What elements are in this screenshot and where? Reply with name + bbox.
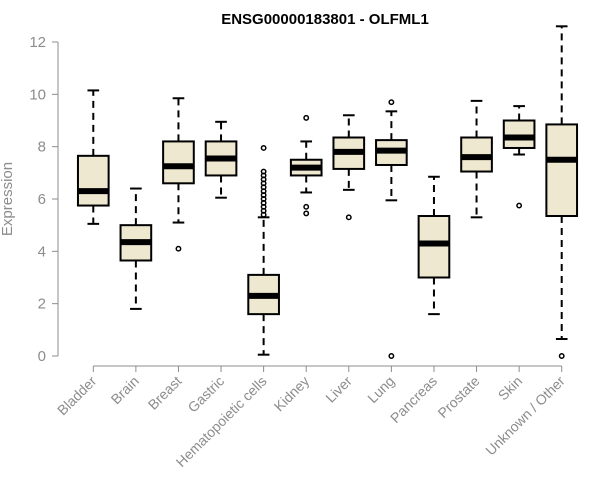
box-bladder <box>76 89 110 225</box>
box-gastric <box>204 120 238 199</box>
x-tick-label: Liver <box>322 373 355 406</box>
x-tick-label: Unknown / Other <box>482 373 568 459</box>
outlier-point <box>388 99 395 106</box>
iqr-box <box>162 140 195 185</box>
box-hematopoietic-cells <box>247 145 280 356</box>
x-tick-label: Pancreas <box>387 373 440 426</box>
outlier-point <box>175 245 182 252</box>
plot-area <box>76 25 579 359</box>
box-unknown-other <box>545 25 579 359</box>
x-tick-label: Bladder <box>54 373 100 419</box>
y-axis-label: Expression <box>0 162 16 236</box>
box-kidney <box>289 114 323 217</box>
y-tick-label: 8 <box>38 139 46 156</box>
x-tick-label: Breast <box>145 373 185 413</box>
y-tick-label: 10 <box>29 86 46 103</box>
y-tick-label: 6 <box>38 191 46 208</box>
iqr-box <box>417 215 451 279</box>
y-tick-label: 4 <box>38 243 46 260</box>
box-lung <box>375 99 408 359</box>
box-breast <box>162 97 195 252</box>
iqr-box <box>545 123 579 218</box>
x-tick-label: Lung <box>364 373 397 406</box>
box-skin <box>502 105 536 209</box>
box-liver <box>332 114 366 221</box>
iqr-box <box>76 154 110 207</box>
x-tick-label: Prostate <box>434 373 482 421</box>
outlier-point <box>303 114 310 121</box>
y-tick-label: 2 <box>38 296 46 313</box>
y-axis: 0 2 4 6 8 10 12 <box>29 34 59 365</box>
x-tick-label: Skin <box>495 373 526 404</box>
iqr-box <box>502 119 536 149</box>
x-tick-label: Brain <box>108 373 142 407</box>
x-tick-label: Gastric <box>184 373 227 416</box>
outlier-point <box>558 353 565 359</box>
box-prostate <box>460 99 493 219</box>
y-tick-label: 12 <box>29 34 46 51</box>
outlier-point <box>260 168 267 175</box>
outlier-point <box>388 353 395 359</box>
outlier-point <box>345 214 352 221</box>
outlier-point <box>303 203 310 210</box>
x-tick-label: Kidney <box>271 373 313 415</box>
chart-title: ENSG00000183801 - OLFML1 <box>221 11 429 28</box>
y-tick-label: 0 <box>38 348 46 365</box>
outlier-point <box>260 145 267 151</box>
outlier-point <box>516 202 523 209</box>
box-brain <box>119 187 153 310</box>
box-pancreas <box>417 175 451 316</box>
outlier-point <box>303 210 310 217</box>
